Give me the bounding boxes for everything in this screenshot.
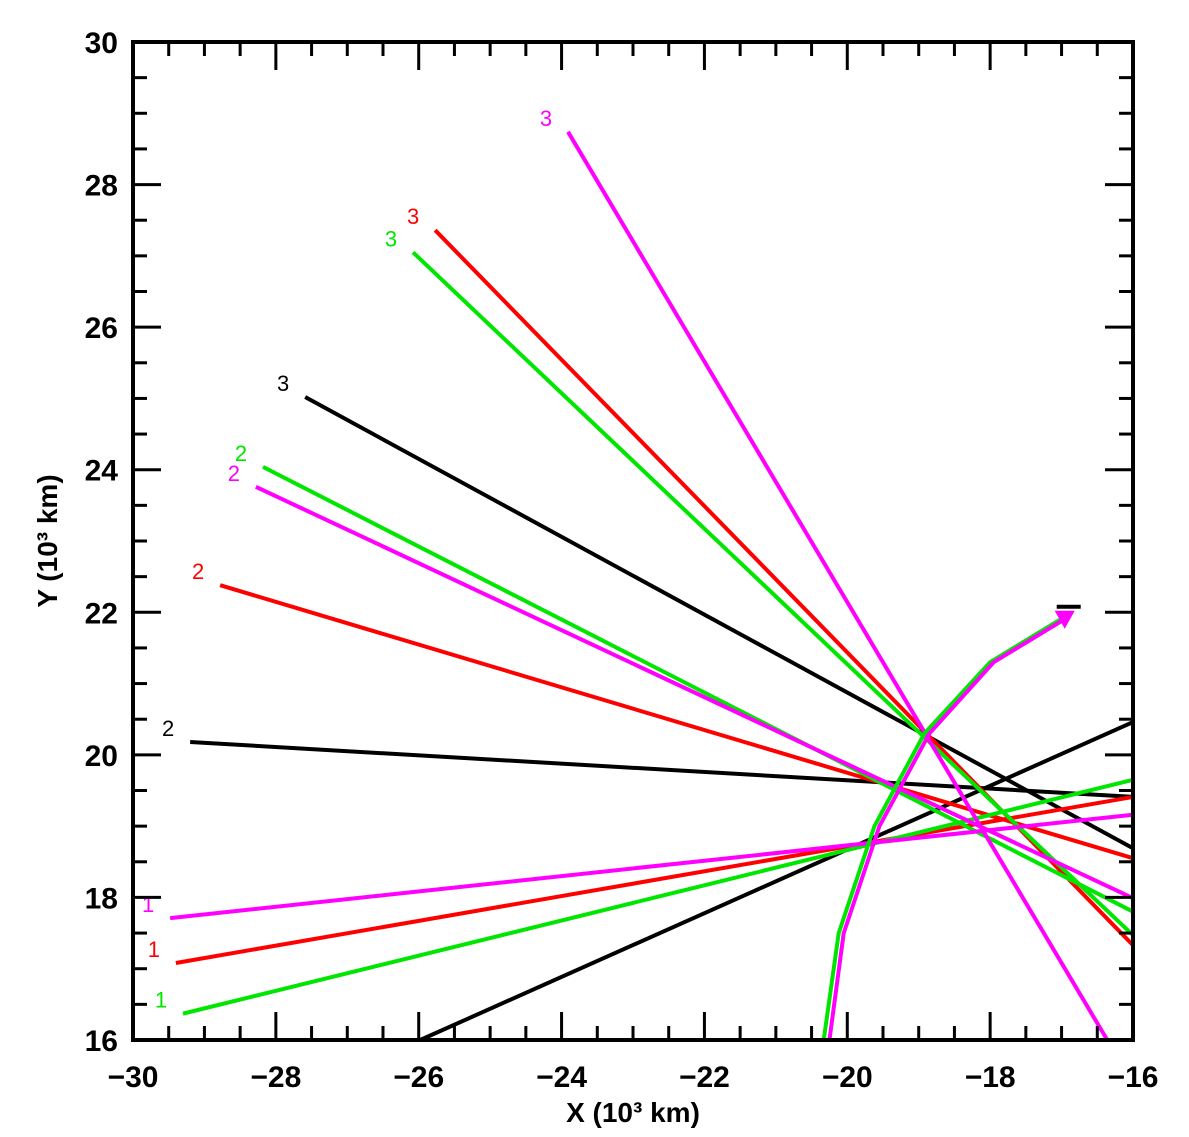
x-tick-label: −20 [822, 1061, 873, 1094]
series-label-green-3: 3 [385, 226, 397, 251]
x-tick-label: −16 [1108, 1061, 1159, 1094]
x-axis-title: X (10³ km) [566, 1097, 700, 1128]
series-line-magenta-2 [255, 485, 1134, 900]
x-tick-label: −26 [393, 1061, 444, 1094]
series-line-green-1 [182, 777, 1134, 1016]
series-line-red-2 [219, 583, 1134, 861]
plot-frame [131, 40, 1135, 1042]
y-axis-title: Y (10³ km) [32, 474, 63, 607]
y-tick-label: 16 [85, 1025, 118, 1058]
x-tick-label: −28 [250, 1061, 301, 1094]
x-tick-label: −18 [965, 1061, 1016, 1094]
series-line-red-1 [175, 794, 1134, 965]
series-label-magenta-3: 3 [540, 106, 552, 131]
y-tick-label: 28 [85, 170, 118, 203]
series-line-green-2 [262, 465, 1134, 914]
series-label-magenta-2: 2 [228, 461, 240, 486]
series-label-magenta-1: 1 [142, 892, 154, 917]
y-tick-label: 20 [85, 740, 118, 773]
y-tick-label: 24 [85, 455, 119, 488]
series-label-red-3: 3 [407, 204, 419, 229]
series-line-black-3 [304, 395, 1134, 850]
arrowhead-icon [1054, 610, 1075, 629]
x-tick-label: −24 [536, 1061, 587, 1094]
series-label-green-1: 1 [155, 988, 167, 1013]
series-label-red-1: 1 [148, 937, 160, 962]
magenta-trajectory [827, 614, 1072, 1041]
series-line-magenta-3 [566, 130, 1110, 1042]
x-tick-label: −30 [108, 1061, 159, 1094]
series-layer: 2 3 1 2 3 1 2 3 1 2 3 [142, 106, 1135, 1042]
y-tick-label: 22 [85, 597, 118, 630]
series-line-black-1 [419, 720, 1134, 1042]
series-label-red-2: 2 [192, 559, 204, 584]
x-tick-label: −22 [679, 1061, 730, 1094]
series-line-green-3 [411, 250, 1135, 937]
y-tick-label: 26 [85, 312, 118, 345]
series-label-green-2: 2 [235, 441, 247, 466]
y-tick-label: 30 [85, 27, 118, 60]
series-label-black-2: 2 [162, 716, 174, 741]
y-tick-label: 18 [85, 882, 118, 915]
series-line-magenta-1 [169, 812, 1134, 921]
series-label-black-3: 3 [277, 371, 289, 396]
